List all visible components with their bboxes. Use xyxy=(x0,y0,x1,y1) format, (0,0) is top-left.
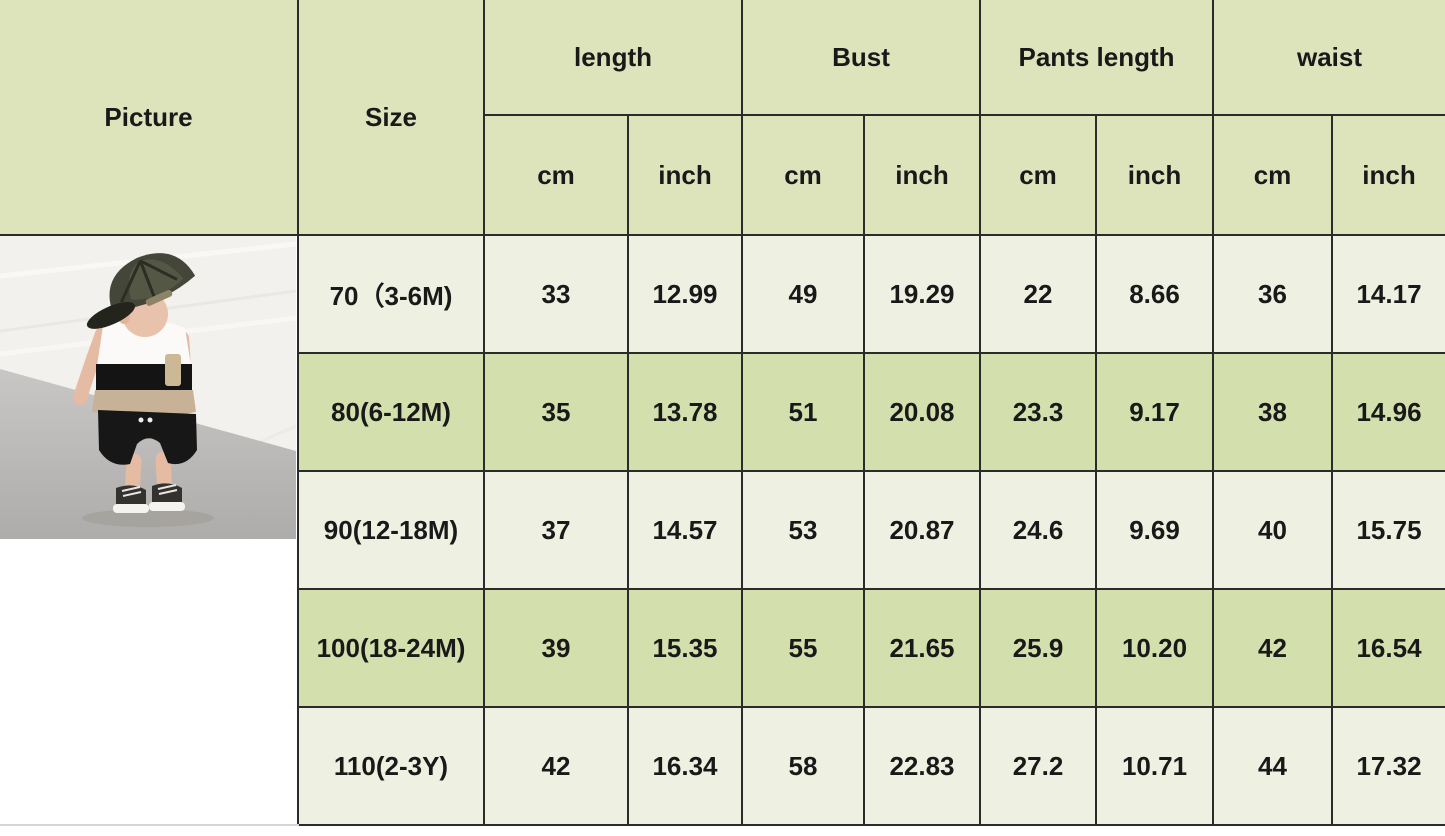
size-cell: 110(2-3Y) xyxy=(298,706,485,826)
value-cell: 27.2 xyxy=(979,706,1097,826)
value-cell: 42 xyxy=(483,706,629,826)
value-cell: 12.99 xyxy=(627,234,743,354)
value-cell: 21.65 xyxy=(863,588,981,708)
product-photo-cell xyxy=(0,234,299,826)
unit-header-length-inch: inch xyxy=(627,114,743,236)
size-cell: 80(6-12M) xyxy=(298,352,485,472)
value-cell: 10.20 xyxy=(1094,588,1215,708)
size-column-header: Size xyxy=(297,0,485,236)
unit-header-bust-inch: inch xyxy=(863,114,981,236)
size-cell: 70（3-6M) xyxy=(297,234,485,354)
tank-top-tan-waistband xyxy=(92,390,196,417)
value-cell: 9.69 xyxy=(1094,470,1215,590)
group-header-bust: Bust xyxy=(741,0,981,116)
value-cell: 25.9 xyxy=(979,588,1097,708)
value-cell: 55 xyxy=(741,588,865,708)
value-cell: 22 xyxy=(979,234,1097,354)
value-cell: 51 xyxy=(741,352,865,472)
value-cell: 15.75 xyxy=(1331,470,1445,590)
size-cell: 90(12-18M) xyxy=(298,470,485,590)
value-cell: 22.83 xyxy=(863,706,981,826)
value-cell: 20.87 xyxy=(863,470,981,590)
picture-column-header: Picture xyxy=(0,0,299,236)
value-cell: 14.57 xyxy=(627,470,743,590)
value-cell: 33 xyxy=(483,234,629,354)
unit-header-pants-cm: cm xyxy=(979,114,1097,236)
unit-header-waist-inch: inch xyxy=(1331,114,1445,236)
group-header-length: length xyxy=(483,0,743,116)
value-cell: 36 xyxy=(1212,234,1334,354)
value-cell: 23.3 xyxy=(979,352,1097,472)
value-cell: 37 xyxy=(483,470,629,590)
unit-header-pants-inch: inch xyxy=(1094,114,1215,236)
value-cell: 20.08 xyxy=(863,352,981,472)
chest-tag xyxy=(165,354,181,386)
toddler-shorts xyxy=(98,410,197,465)
unit-header-length-cm: cm xyxy=(484,114,629,236)
value-cell: 44 xyxy=(1212,706,1334,826)
toddler-left-arm xyxy=(73,327,109,405)
value-cell: 35 xyxy=(483,352,629,472)
value-cell: 9.17 xyxy=(1094,352,1215,472)
value-cell: 14.17 xyxy=(1331,234,1445,354)
product-photo xyxy=(0,236,296,539)
table-row: 110(2-3Y) 42 16.34 58 22.83 27.2 10.71 4… xyxy=(0,706,1445,826)
value-cell: 16.54 xyxy=(1331,588,1445,708)
toddler-cap xyxy=(86,253,196,329)
photo-floor xyxy=(0,369,296,539)
value-cell: 42 xyxy=(1212,588,1334,708)
value-cell: 19.29 xyxy=(863,234,981,354)
value-cell: 15.35 xyxy=(627,588,743,708)
value-cell: 16.34 xyxy=(627,706,743,826)
value-cell: 40 xyxy=(1212,470,1334,590)
value-cell: 24.6 xyxy=(979,470,1097,590)
toddler-sneakers xyxy=(113,483,185,513)
value-cell: 17.32 xyxy=(1331,706,1445,826)
table-row: 90(12-18M) 37 14.57 53 20.87 24.6 9.69 4… xyxy=(0,470,1445,590)
value-cell: 53 xyxy=(741,470,865,590)
group-header-pants-length: Pants length xyxy=(978,0,1215,116)
table-row: 80(6-12M) 35 13.78 51 20.08 23.3 9.17 38… xyxy=(0,352,1445,472)
value-cell: 10.71 xyxy=(1094,706,1215,826)
group-header-waist: waist xyxy=(1212,0,1445,116)
table-row: 100(18-24M) 39 15.35 55 21.65 25.9 10.20… xyxy=(0,588,1445,708)
photo-toddler xyxy=(73,253,197,513)
value-cell: 13.78 xyxy=(627,352,743,472)
size-cell: 100(18-24M) xyxy=(298,588,485,708)
table-row: 70（3-6M) 33 12.99 49 19.29 22 8.66 36 14… xyxy=(0,234,1445,826)
value-cell: 38 xyxy=(1212,352,1334,472)
value-cell: 8.66 xyxy=(1094,234,1215,354)
value-cell: 39 xyxy=(483,588,629,708)
value-cell: 49 xyxy=(741,234,865,354)
unit-header-waist-cm: cm xyxy=(1212,114,1334,236)
unit-header-bust-cm: cm xyxy=(741,114,865,236)
value-cell: 58 xyxy=(741,706,865,826)
value-cell: 14.96 xyxy=(1331,352,1445,472)
